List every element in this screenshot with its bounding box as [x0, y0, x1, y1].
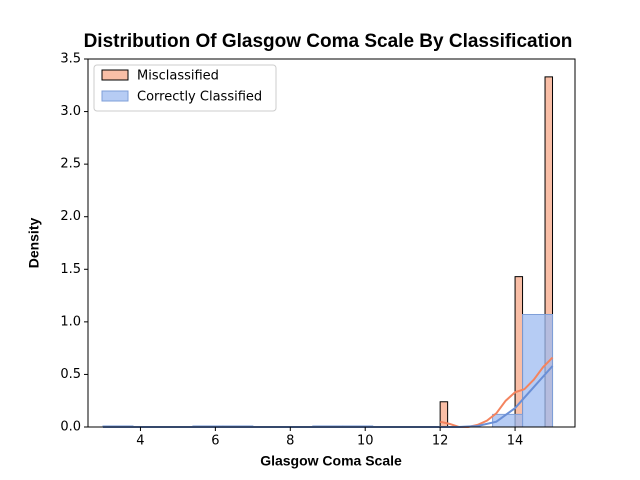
- chart-title: Distribution Of Glasgow Coma Scale By Cl…: [84, 31, 573, 52]
- y-tick-label: 1.0: [60, 314, 81, 329]
- x-tick-label: 14: [507, 434, 524, 449]
- y-tick-label: 1.5: [60, 262, 81, 277]
- legend-box: [93, 64, 277, 112]
- y-tick-label: 3.0: [60, 104, 81, 119]
- x-tick-label: 8: [286, 434, 294, 449]
- legend-label: Correctly Classified: [137, 90, 262, 105]
- y-tick-label: 3.5: [60, 52, 81, 67]
- legend-label: Misclassified: [137, 69, 219, 84]
- y-tick-label: 0.0: [60, 420, 81, 435]
- x-axis-label: Glasgow Coma Scale: [260, 453, 402, 469]
- plot-area: [102, 76, 554, 428]
- y-tick-label: 2.5: [60, 157, 81, 172]
- y-tick-label: 0.5: [60, 367, 81, 382]
- kde-line: [102, 365, 554, 428]
- x-tick-label: 10: [357, 434, 374, 449]
- x-tick-label: 12: [432, 434, 449, 449]
- y-axis-label: Density: [26, 218, 42, 269]
- y-tick-label: 2.0: [60, 209, 81, 224]
- x-tick-label: 6: [211, 434, 219, 449]
- axes-frame: [87, 58, 576, 428]
- x-tick-label: 4: [136, 434, 144, 449]
- legend-swatch: [101, 90, 129, 102]
- legend-swatch: [101, 69, 129, 81]
